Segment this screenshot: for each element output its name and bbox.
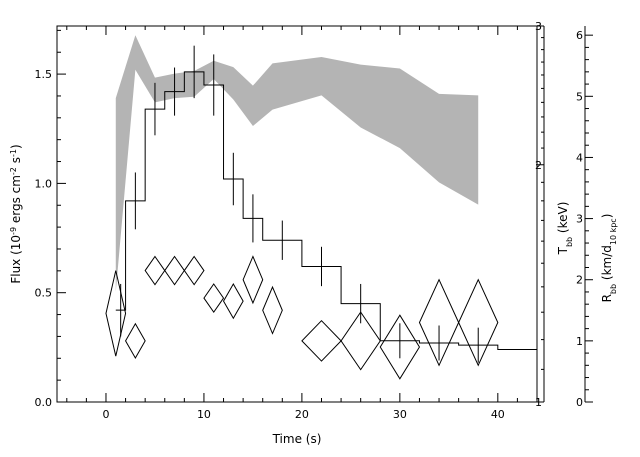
x-tick-label: 0 — [102, 408, 109, 421]
radius-diamond — [242, 255, 264, 305]
radius-diamond — [222, 282, 244, 320]
temperature-tick-label: 3 — [535, 20, 542, 33]
radius-diamond — [144, 255, 166, 286]
radius-tick-label: 0 — [576, 396, 583, 409]
plot-frame — [56, 25, 538, 403]
radius-diamond — [183, 255, 205, 286]
x-tick-label: 10 — [197, 408, 211, 421]
radius-diamond — [418, 278, 460, 367]
radius-diamond — [458, 278, 499, 367]
flux-tick-label: 1.0 — [35, 177, 53, 190]
x-tick-label: 20 — [295, 408, 309, 421]
x-axis-title: Time (s) — [272, 432, 322, 446]
radius-tick-label: 1 — [576, 335, 583, 348]
radius-diamond — [105, 270, 127, 357]
x-tick-label: 30 — [393, 408, 407, 421]
radius-diamond — [164, 255, 185, 286]
radius-axis-title: Rbb (km/d10 kpc) — [600, 214, 618, 303]
flux-axis-title: Flux (10-9 ergs cm-2 s-1) — [9, 144, 24, 283]
radius-diamond — [124, 322, 146, 359]
radius-diamond — [379, 314, 421, 380]
diamond-layer — [105, 255, 499, 380]
histogram-layer — [115, 45, 537, 363]
flux-tick-label: 0.5 — [35, 287, 53, 300]
radius-tick-label: 6 — [576, 29, 583, 42]
temperature-tick-label: 1 — [535, 396, 542, 409]
radius-tick-label: 5 — [576, 90, 583, 103]
flux-tick-label: 0.0 — [35, 396, 53, 409]
temperature-tick-label: 2 — [535, 159, 542, 172]
band-layer — [115, 35, 479, 292]
radius-tick-label: 4 — [576, 151, 583, 164]
temperature-band — [115, 35, 479, 292]
radius-diamond — [301, 319, 342, 362]
radius-tick-label: 2 — [576, 274, 583, 287]
flux-tick-label: 1.5 — [35, 68, 53, 81]
radius-diamond — [262, 285, 283, 335]
radius-diamond — [203, 283, 225, 314]
radius-diamond — [340, 311, 381, 371]
x-tick-label: 40 — [491, 408, 505, 421]
temperature-axis-title: Tbb (keV) — [556, 202, 574, 256]
radius-tick-label: 3 — [576, 213, 583, 226]
